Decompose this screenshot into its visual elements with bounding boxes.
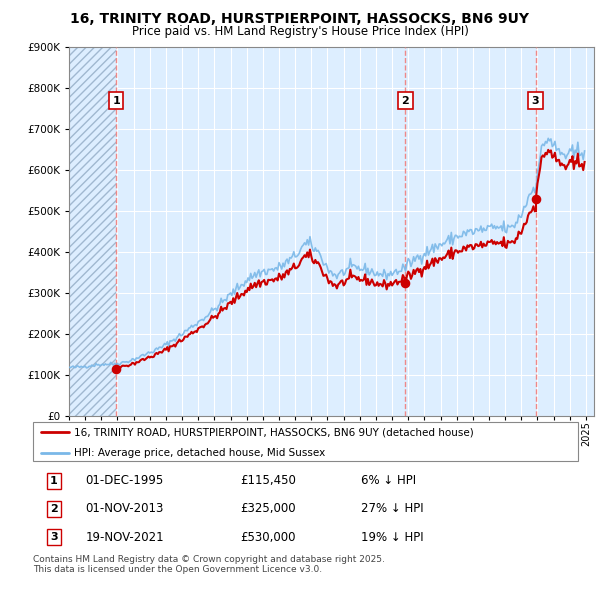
Text: 01-NOV-2013: 01-NOV-2013 xyxy=(85,502,164,516)
Text: 2: 2 xyxy=(401,96,409,106)
FancyBboxPatch shape xyxy=(33,422,578,461)
Text: Contains HM Land Registry data © Crown copyright and database right 2025.
This d: Contains HM Land Registry data © Crown c… xyxy=(33,555,385,574)
Text: £530,000: £530,000 xyxy=(240,530,295,543)
Text: 16, TRINITY ROAD, HURSTPIERPOINT, HASSOCKS, BN6 9UY (detached house): 16, TRINITY ROAD, HURSTPIERPOINT, HASSOC… xyxy=(74,427,474,437)
Text: £325,000: £325,000 xyxy=(240,502,295,516)
Text: 16, TRINITY ROAD, HURSTPIERPOINT, HASSOCKS, BN6 9UY: 16, TRINITY ROAD, HURSTPIERPOINT, HASSOC… xyxy=(71,12,530,26)
Bar xyxy=(69,47,116,416)
Text: 01-DEC-1995: 01-DEC-1995 xyxy=(85,474,163,487)
Text: 6% ↓ HPI: 6% ↓ HPI xyxy=(361,474,416,487)
Point xyxy=(401,278,410,287)
Point xyxy=(112,364,121,373)
Text: 27% ↓ HPI: 27% ↓ HPI xyxy=(361,502,424,516)
Text: 1: 1 xyxy=(50,476,58,486)
Point xyxy=(531,194,541,204)
Text: HPI: Average price, detached house, Mid Sussex: HPI: Average price, detached house, Mid … xyxy=(74,448,325,457)
Text: 19-NOV-2021: 19-NOV-2021 xyxy=(85,530,164,543)
Text: Price paid vs. HM Land Registry's House Price Index (HPI): Price paid vs. HM Land Registry's House … xyxy=(131,25,469,38)
Text: £115,450: £115,450 xyxy=(240,474,296,487)
Text: 19% ↓ HPI: 19% ↓ HPI xyxy=(361,530,424,543)
Text: 3: 3 xyxy=(50,532,58,542)
Text: 1: 1 xyxy=(112,96,120,106)
Text: 3: 3 xyxy=(532,96,539,106)
Text: 2: 2 xyxy=(50,504,58,514)
